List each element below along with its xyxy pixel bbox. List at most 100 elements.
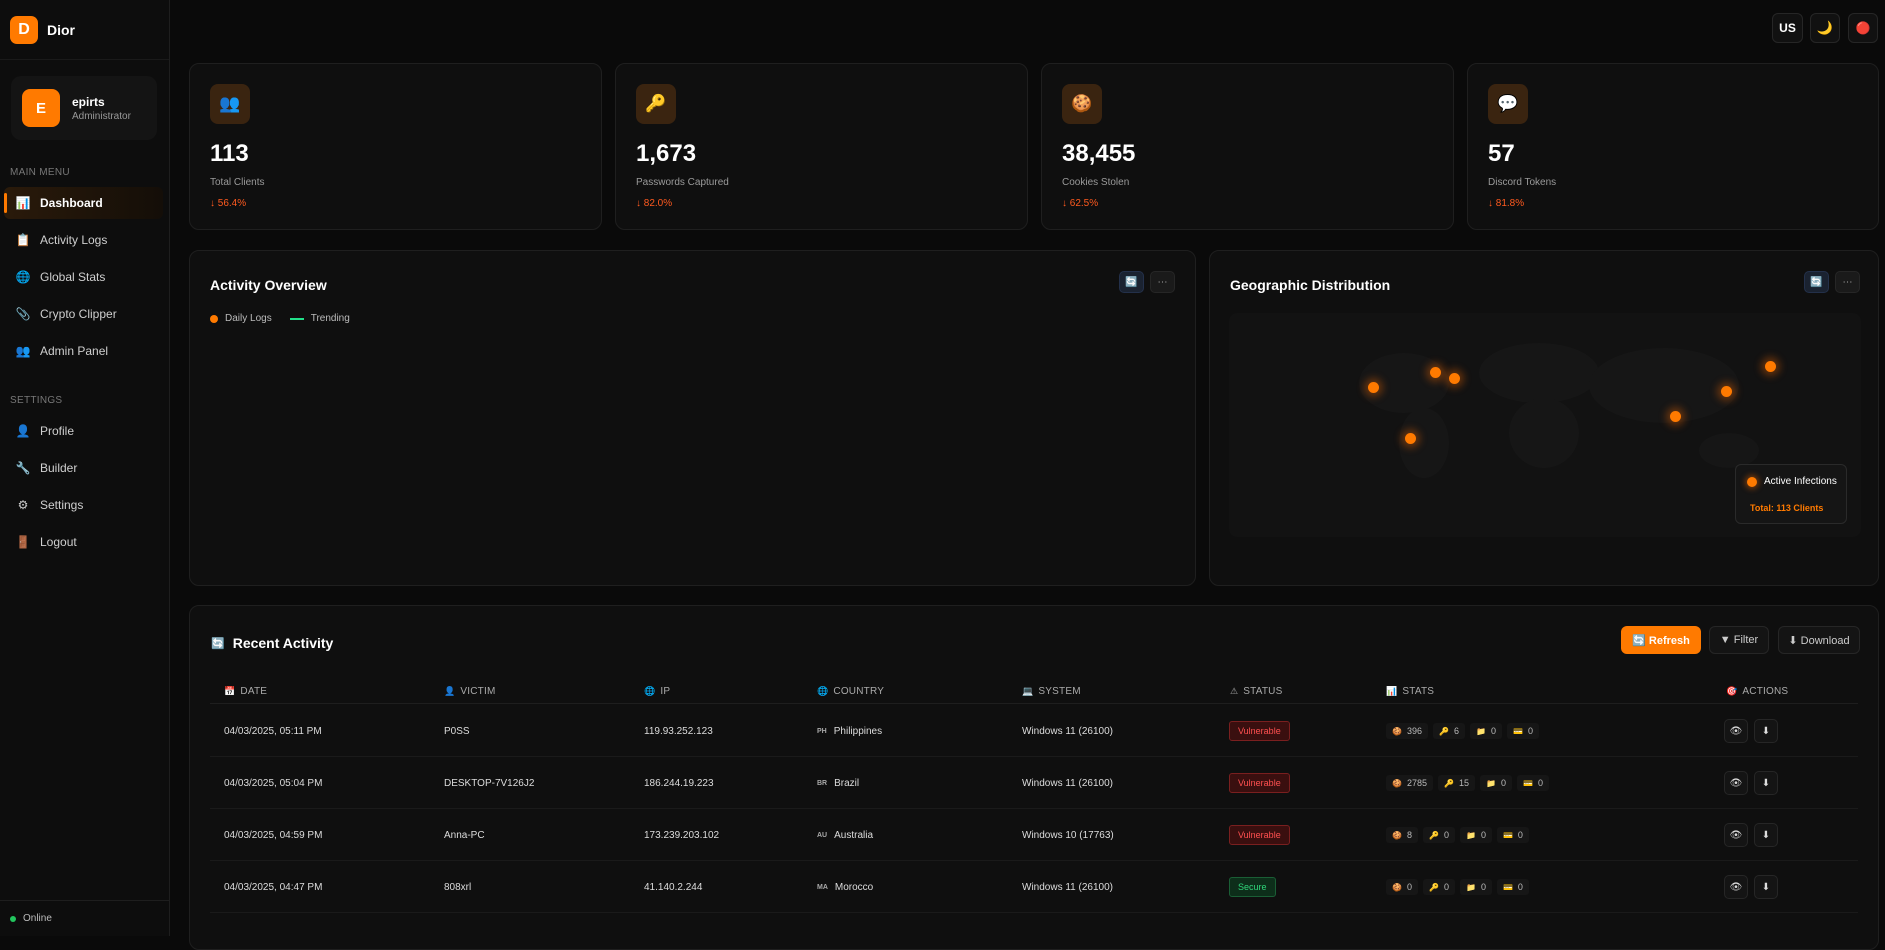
filter-button[interactable]: ▼ Filter bbox=[1709, 626, 1769, 654]
cards-stat: 💳 0 bbox=[1496, 879, 1529, 895]
stat-card-passwords: 🔑 1,673 Passwords Captured ↓ 82.0% bbox=[615, 63, 1028, 230]
view-icon[interactable]: 👁 bbox=[1724, 771, 1748, 795]
cell-date: 04/03/2025, 04:59 PM bbox=[224, 829, 323, 841]
status-badge: Vulnerable bbox=[1229, 825, 1290, 845]
stat-count: 0 bbox=[1480, 882, 1486, 892]
legend-dot-icon bbox=[1747, 477, 1757, 487]
infection-marker[interactable] bbox=[1430, 367, 1441, 378]
cell-system: Windows 11 (26100) bbox=[1022, 881, 1113, 893]
panel-title: Recent Activity bbox=[232, 635, 334, 651]
status-badge: Vulnerable bbox=[1229, 773, 1290, 793]
stat-value: 1,673 bbox=[636, 140, 697, 167]
calendar-icon: 📅 bbox=[224, 686, 236, 696]
infection-marker[interactable] bbox=[1765, 361, 1776, 372]
column-header-victim[interactable]: 👤 VICTIM bbox=[444, 686, 496, 697]
column-header-system[interactable]: 💻 SYSTEM bbox=[1022, 686, 1081, 697]
cell-system: Windows 11 (26100) bbox=[1022, 725, 1113, 737]
stat-change: ↓ 81.8% bbox=[1488, 198, 1525, 209]
stat-count: 2785 bbox=[1406, 778, 1427, 788]
map-landmass bbox=[1509, 398, 1579, 468]
cookie-icon: 🍪 bbox=[1392, 830, 1402, 840]
column-header-ip[interactable]: 🌐 IP bbox=[644, 686, 670, 697]
credit-card-icon: 💳 bbox=[1502, 830, 1513, 840]
sidebar-item-dashboard[interactable]: 📊 Dashboard bbox=[4, 187, 163, 219]
view-icon[interactable]: 👁 bbox=[1724, 875, 1748, 899]
cell-country: Morocco bbox=[834, 881, 874, 893]
globe-icon: 🌐 bbox=[15, 270, 31, 284]
passwords-stat: 🔑 0 bbox=[1422, 879, 1455, 895]
sidebar-item-logout[interactable]: 🚪 Logout bbox=[4, 526, 163, 558]
more-icon[interactable]: ⋯ bbox=[1150, 271, 1175, 293]
infection-marker[interactable] bbox=[1670, 411, 1681, 422]
theme-toggle-icon[interactable]: 🌙 bbox=[1810, 13, 1840, 43]
avatar: E bbox=[22, 89, 60, 127]
cell-system: Windows 11 (26100) bbox=[1022, 777, 1113, 789]
download-icon[interactable]: ⬇ bbox=[1754, 823, 1778, 847]
infection-marker[interactable] bbox=[1368, 382, 1379, 393]
column-label: STATS bbox=[1402, 686, 1435, 697]
sidebar-item-admin-panel[interactable]: 👥 Admin Panel bbox=[4, 335, 163, 367]
sidebar: D Dior E epirts Administrator MAIN MENU … bbox=[0, 0, 170, 936]
column-header-country[interactable]: 🌐 COUNTRY bbox=[817, 686, 884, 697]
users-icon: 👥 bbox=[15, 344, 31, 358]
table-row[interactable]: 04/03/2025, 05:04 PM DESKTOP-7V126J2 186… bbox=[210, 757, 1858, 809]
cell-victim: Anna-PC bbox=[444, 829, 485, 841]
stat-count: 0 bbox=[1406, 882, 1412, 892]
sidebar-item-label: Profile bbox=[40, 424, 75, 438]
infection-marker[interactable] bbox=[1721, 386, 1732, 397]
stat-count: 396 bbox=[1406, 726, 1422, 736]
column-header-date[interactable]: 📅 DATE bbox=[224, 686, 267, 697]
status-dot-icon bbox=[10, 915, 16, 922]
table-row[interactable]: 04/03/2025, 05:11 PM P0SS 119.93.252.123… bbox=[210, 705, 1858, 757]
view-icon[interactable]: 👁 bbox=[1724, 823, 1748, 847]
language-button[interactable]: US bbox=[1772, 13, 1803, 43]
stat-value: 113 bbox=[210, 140, 249, 167]
sidebar-item-label: Activity Logs bbox=[40, 233, 108, 247]
user-role: Administrator bbox=[72, 110, 131, 122]
column-header-stats[interactable]: 📊 STATS bbox=[1386, 686, 1434, 697]
user-icon: 👤 bbox=[444, 686, 456, 696]
passwords-stat: 🔑 0 bbox=[1422, 827, 1455, 843]
column-header-actions[interactable]: 🎯 ACTIONS bbox=[1726, 686, 1788, 697]
user-name: epirts bbox=[72, 94, 105, 109]
more-icon[interactable]: ⋯ bbox=[1835, 271, 1860, 293]
download-icon[interactable]: ⬇ bbox=[1754, 719, 1778, 743]
folder-icon: 📁 bbox=[1465, 830, 1476, 840]
cell-date: 04/03/2025, 05:04 PM bbox=[224, 777, 323, 789]
refresh-icon[interactable]: 🔄 bbox=[1804, 271, 1829, 293]
download-icon[interactable]: ⬇ bbox=[1754, 875, 1778, 899]
connection-status: Online bbox=[0, 900, 170, 936]
stat-count: 0 bbox=[1517, 830, 1523, 840]
sidebar-item-global-stats[interactable]: 🌐 Global Stats bbox=[4, 261, 163, 293]
cell-victim: DESKTOP-7V126J2 bbox=[444, 777, 535, 789]
user-card[interactable]: E epirts Administrator bbox=[11, 76, 157, 140]
door-icon: 🚪 bbox=[15, 535, 31, 549]
table-row[interactable]: 04/03/2025, 04:47 PM 808xrl 41.140.2.244… bbox=[210, 861, 1858, 913]
sidebar-item-profile[interactable]: 👤 Profile bbox=[4, 415, 163, 447]
sidebar-item-settings[interactable]: ⚙ Settings bbox=[4, 489, 163, 521]
view-icon[interactable]: 👁 bbox=[1724, 719, 1748, 743]
legend-daily-logs: Daily Logs bbox=[225, 313, 272, 324]
stat-card-cookies: 🍪 38,455 Cookies Stolen ↓ 62.5% bbox=[1041, 63, 1454, 230]
notification-icon[interactable]: 🔴 bbox=[1848, 13, 1878, 43]
warning-icon: ⚠ bbox=[1230, 686, 1239, 696]
column-label: STATUS bbox=[1243, 686, 1283, 697]
column-header-status[interactable]: ⚠ STATUS bbox=[1230, 686, 1282, 697]
download-button[interactable]: ⬇ Download bbox=[1778, 626, 1860, 654]
world-map[interactable]: Active Infections Total: 113 Clients bbox=[1229, 313, 1861, 537]
sidebar-item-crypto-clipper[interactable]: 📎 Crypto Clipper bbox=[4, 298, 163, 330]
cards-stat: 💳 0 bbox=[1496, 827, 1529, 843]
infection-marker[interactable] bbox=[1405, 433, 1416, 444]
legend-dot-icon bbox=[210, 314, 218, 323]
download-icon[interactable]: ⬇ bbox=[1754, 771, 1778, 795]
refresh-icon[interactable]: 🔄 bbox=[1119, 271, 1144, 293]
sidebar-item-builder[interactable]: 🔧 Builder bbox=[4, 452, 163, 484]
table-row[interactable]: 04/03/2025, 04:59 PM Anna-PC 173.239.203… bbox=[210, 809, 1858, 861]
refresh-button[interactable]: 🔄 Refresh bbox=[1621, 626, 1701, 654]
infection-marker[interactable] bbox=[1449, 373, 1460, 384]
brand[interactable]: D Dior bbox=[0, 0, 169, 60]
files-stat: 📁 0 bbox=[1459, 879, 1492, 895]
sidebar-item-activity-logs[interactable]: 📋 Activity Logs bbox=[4, 224, 163, 256]
stat-label: Total Clients bbox=[210, 177, 265, 188]
paperclip-icon: 📎 bbox=[15, 307, 31, 321]
